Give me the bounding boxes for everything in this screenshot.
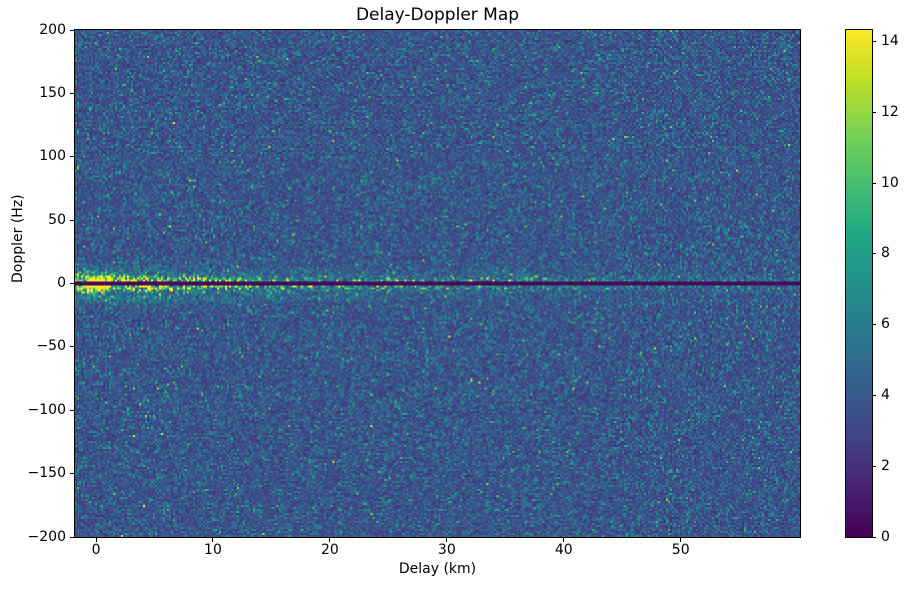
colorbar-tick-mark xyxy=(872,182,876,184)
x-tick-mark xyxy=(329,538,331,542)
x-tick-mark xyxy=(563,538,565,542)
x-tick-label: 0 xyxy=(91,542,101,558)
chart-title: Delay-Doppler Map xyxy=(355,5,520,25)
y-tick-mark xyxy=(70,156,74,158)
y-tick-mark xyxy=(70,283,74,284)
y-tick-label: 0 xyxy=(57,275,66,291)
colorbar-tick-label: 0 xyxy=(881,528,890,545)
colorbar-tick-label: 6 xyxy=(881,316,890,333)
x-axis-label: Delay (km) xyxy=(398,561,477,577)
y-tick-mark xyxy=(70,219,74,221)
colorbar-tick-mark xyxy=(872,536,876,538)
colorbar-tick-mark xyxy=(872,465,876,467)
heatmap-image xyxy=(75,30,800,537)
y-tick-label: −100 xyxy=(27,401,66,418)
y-tick-mark xyxy=(70,409,74,411)
colorbar-tick-label: 14 xyxy=(881,33,899,50)
plot-area xyxy=(74,29,801,538)
x-tick-mark xyxy=(212,538,214,542)
y-tick-label: 50 xyxy=(48,211,66,228)
x-tick-mark xyxy=(446,538,448,542)
x-tick-mark xyxy=(680,538,682,542)
y-tick-label: 200 xyxy=(39,21,66,38)
x-tick-label: 40 xyxy=(554,542,573,558)
y-tick-label: 100 xyxy=(39,148,66,165)
colorbar-tick-label: 4 xyxy=(881,386,890,403)
x-tick-label: 10 xyxy=(204,542,222,558)
y-tick-label: 150 xyxy=(39,84,66,101)
colorbar-tick-mark xyxy=(872,111,876,113)
y-tick-mark xyxy=(70,92,74,94)
colorbar-tick-label: 8 xyxy=(881,245,890,262)
colorbar-tick-mark xyxy=(872,394,876,396)
y-tick-label: −150 xyxy=(27,465,66,482)
colorbar-tick-mark xyxy=(872,324,876,326)
y-tick-mark xyxy=(70,473,74,475)
colorbar xyxy=(845,29,873,538)
y-tick-mark xyxy=(70,536,74,538)
colorbar-tick-mark xyxy=(872,253,876,255)
colorbar-tick-label: 12 xyxy=(881,103,899,120)
x-tick-label: 50 xyxy=(671,542,690,558)
colorbar-tick-label: 10 xyxy=(881,174,899,191)
x-tick-label: 30 xyxy=(437,542,456,558)
y-tick-mark xyxy=(70,29,74,31)
colorbar-tick-mark xyxy=(872,41,876,43)
y-tick-label: −200 xyxy=(27,528,66,545)
y-tick-label: −50 xyxy=(36,338,66,355)
colorbar-tick-label: 2 xyxy=(881,457,890,474)
x-tick-label: 20 xyxy=(320,542,339,558)
y-tick-mark xyxy=(70,346,74,348)
x-tick-mark xyxy=(95,538,97,542)
